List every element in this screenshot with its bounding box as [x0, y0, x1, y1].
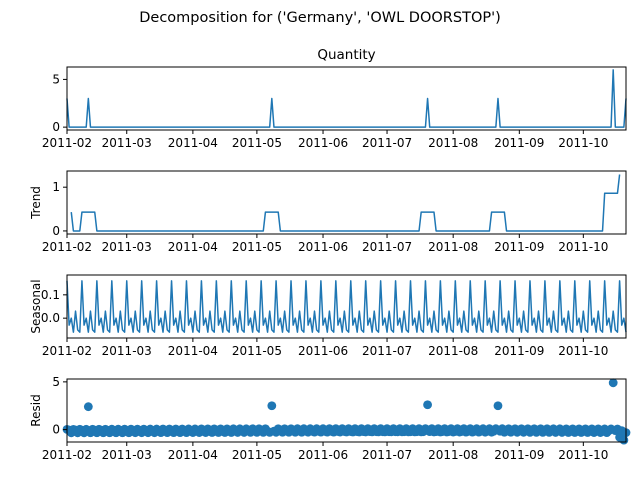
x-tick-label: 2011-03: [102, 344, 152, 358]
x-tick-label: 2011-06: [298, 136, 348, 150]
x-tick-label: 2011-07: [362, 136, 412, 150]
resid-point: [608, 378, 618, 388]
y-axis-label-resid: Resid: [29, 394, 43, 426]
axes-frame-trend: [66, 170, 627, 235]
resid-point: [619, 435, 629, 445]
y-tick-label: 0: [52, 224, 60, 238]
y-axis-label-seasonal: Seasonal: [29, 279, 43, 333]
resid-point: [423, 400, 432, 410]
x-tick-label: 2011-05: [232, 448, 282, 462]
x-tick-label: 2011-06: [298, 448, 348, 462]
panel-resid: Resid 0 5 2011-02 2011-03 2011-04 2011-05 2011-…: [29, 375, 631, 462]
x-tick-label: 2011-05: [232, 240, 282, 254]
panel-trend: Trend 0 1 2011-02 2011-03 2011-04 2011-05 2011-…: [29, 170, 627, 254]
y-tick-label: 0: [52, 423, 60, 437]
x-tick-label: 2011-10: [558, 240, 608, 254]
x-tick-label: 2011-09: [494, 344, 544, 358]
x-tick-label: 2011-02: [42, 240, 92, 254]
x-tick-label: 2011-10: [558, 136, 608, 150]
x-tick-label: 2011-02: [42, 136, 92, 150]
x-tick-label: 2011-04: [168, 136, 218, 150]
series-line-seasonal: [66, 280, 627, 333]
y-tick-label: 5: [52, 375, 60, 389]
axes-frame-observed: [66, 66, 627, 131]
series-line-quantity: [66, 69, 627, 128]
axes-frame-resid: [66, 378, 627, 443]
x-tick-label: 2011-03: [102, 240, 152, 254]
axes-frame-seasonal: [66, 274, 627, 339]
x-tick-label: 2011-07: [362, 448, 412, 462]
series-line-trend: [70, 174, 621, 232]
x-tick-label: 2011-05: [232, 136, 282, 150]
y-tick-label: 0: [52, 120, 60, 134]
y-tick-label: 1: [52, 180, 60, 194]
resid-point: [267, 401, 277, 411]
x-tick-label: 2011-04: [168, 448, 218, 462]
y-tick-label: 0.1: [41, 288, 60, 302]
resid-point: [83, 402, 93, 412]
x-tick-label: 2011-08: [428, 448, 478, 462]
x-tick-label: 2011-03: [102, 136, 152, 150]
x-tick-label: 2011-10: [558, 344, 608, 358]
panel-title-observed: Quantity: [317, 47, 375, 63]
panel-observed: Quantity 0 5 2011-02 2011-03 2011-04 2011-05 20…: [42, 47, 627, 150]
x-tick-label: 2011-04: [168, 240, 218, 254]
x-tick-label: 2011-06: [298, 240, 348, 254]
resid-point: [493, 401, 503, 411]
x-tick-label: 2011-09: [494, 240, 544, 254]
panels: Quantity 0 5 2011-02 2011-03 2011-04 2011-05 20…: [29, 47, 631, 462]
x-tick-label: 2011-09: [494, 448, 544, 462]
x-tick-label: 2011-02: [42, 448, 92, 462]
x-tick-label: 2011-07: [362, 240, 412, 254]
x-tick-label: 2011-03: [102, 448, 152, 462]
figure-title: Decomposition for ('Germany', 'OWL DOORS…: [139, 10, 501, 26]
x-tick-label: 2011-08: [428, 136, 478, 150]
x-tick-label: 2011-05: [232, 344, 282, 358]
y-tick-label: 0.0: [41, 311, 60, 325]
y-axis-label-trend: Trend: [29, 186, 43, 220]
x-tick-label: 2011-07: [362, 344, 412, 358]
x-tick-label: 2011-02: [42, 344, 92, 358]
y-tick-label: 5: [52, 72, 60, 86]
x-tick-label: 2011-04: [168, 344, 218, 358]
x-tick-label: 2011-09: [494, 136, 544, 150]
x-tick-label: 2011-08: [428, 240, 478, 254]
x-tick-label: 2011-10: [558, 448, 608, 462]
x-tick-label: 2011-08: [428, 344, 478, 358]
x-tick-label: 2011-06: [298, 344, 348, 358]
